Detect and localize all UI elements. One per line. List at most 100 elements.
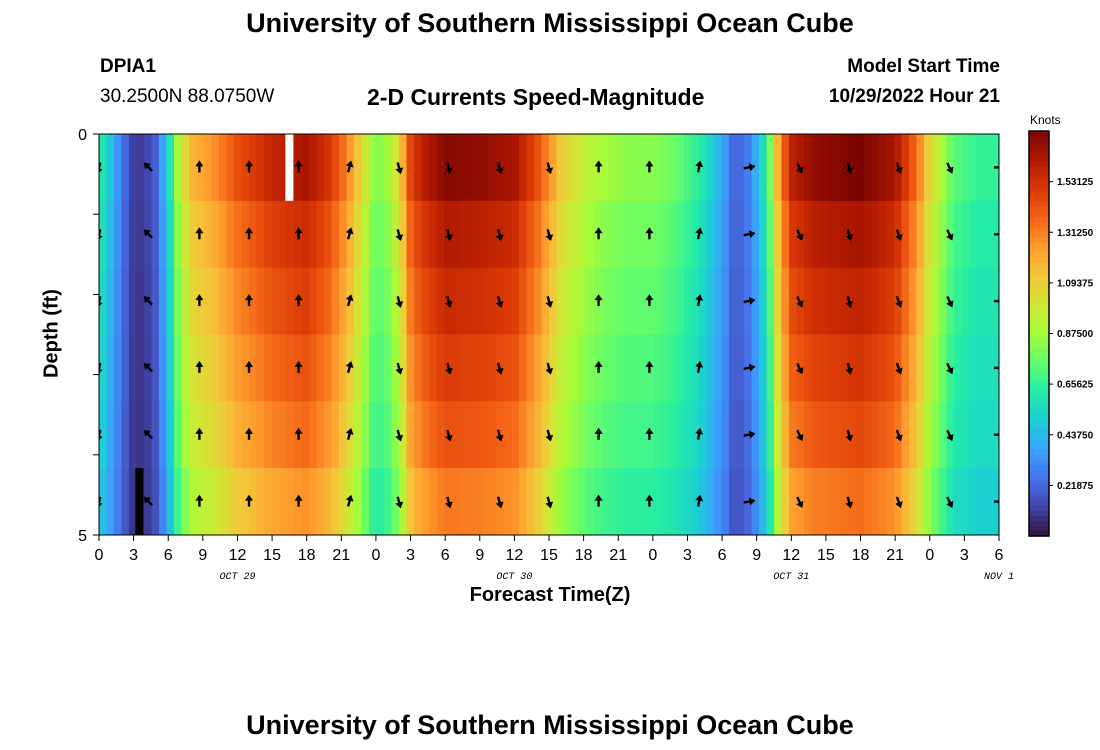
colorbar-segment [1029,171,1049,178]
heatmap-cell [234,401,243,469]
heatmap-cell [691,401,700,469]
heatmap-cell [601,334,610,402]
heatmap-cell [106,134,115,202]
current-arrow [395,162,404,175]
heatmap-cell [654,200,663,269]
x-tick-label: 3 [683,547,692,564]
heatmap-cell [871,334,880,402]
colorbar-segment [1029,419,1049,426]
heatmap-cell [631,401,640,469]
colorbar-segment [1029,485,1049,492]
heatmap-cell [706,267,715,336]
heatmap-cell [324,401,333,469]
current-arrow [294,294,303,307]
heatmap-cell [399,267,408,336]
heatmap-cell [406,334,415,402]
heatmap-cell [556,200,565,269]
colorbar-segment [1029,358,1049,365]
heatmap-cell [309,200,318,269]
heatmap-cell [661,334,670,402]
colorbar-segment [1029,505,1049,512]
heatmap-cell [969,468,978,535]
heatmap-cell [556,468,565,535]
heatmap-cell [969,267,978,336]
heatmap-cell [324,200,333,269]
model-start-value: 10/29/2022 Hour 21 [828,86,1000,107]
heatmap-cell [279,134,288,202]
current-arrow [695,494,704,507]
heatmap-cell [759,468,768,535]
heatmap-cell [706,200,715,269]
heatmap-cell [961,267,970,336]
heatmap-cell [826,334,835,402]
heatmap-cell [781,200,790,269]
heatmap-cell [766,200,775,269]
current-arrow [796,429,804,442]
heatmap-cell [609,200,618,269]
heatmap-cell [631,468,640,535]
heatmap-cell [354,401,363,469]
heatmap-cell [174,334,183,402]
current-arrow [195,494,204,507]
heatmap-cell [451,267,460,336]
colorbar-segment [1029,384,1049,390]
heatmap-cell [271,134,280,202]
heatmap-cell [616,200,625,269]
colorbar-segment [1029,530,1049,537]
heatmap-cell [414,200,423,269]
heatmap-cell [189,334,198,402]
heatmap-cell [316,334,325,402]
heatmap-cell [391,401,400,469]
heatmap-cell [406,200,415,269]
heatmap-cell [519,200,528,269]
heatmap-cell [849,200,858,269]
heatmap-cell [564,134,573,202]
x-tick-label: 0 [648,547,657,564]
heatmap-cell [871,468,880,535]
station-coordinates: 30.2500N 88.0750W [100,86,275,107]
heatmap-cell [354,134,363,202]
current-arrow [796,496,804,508]
heatmap-cell [339,468,348,535]
heatmap-cell [316,134,325,202]
current-arrow [195,294,204,307]
colorbar-segment [1029,363,1049,370]
current-arrow [495,429,504,442]
current-arrow [195,160,204,173]
colorbar-segment [1029,287,1049,294]
current-arrow [245,160,253,173]
colorbar-segment [1029,338,1049,345]
heatmap-cell [616,267,625,336]
heatmap-cell [136,401,145,469]
heatmap-cell [676,134,685,202]
colorbar-segment [1029,141,1049,147]
heatmap-cell [136,267,145,336]
heatmap-cell [391,267,400,336]
heatmap-cell [639,334,648,402]
heatmap-cell [729,334,738,402]
heatmap-cell [886,334,895,402]
current-arrow [245,494,253,507]
heatmap-cell [226,468,235,535]
heatmap-cell [564,401,573,469]
heatmap-cell [526,267,535,336]
current-arrow [345,494,354,507]
heatmap-cell [804,401,813,469]
heatmap-cell [211,468,220,535]
heatmap-cell [691,134,700,202]
heatmap-cell [916,134,925,202]
heatmap-cell [474,134,483,202]
heatmap-cell [526,401,535,469]
heatmap-cell [984,134,993,202]
heatmap-cell [961,134,970,202]
heatmap-cell [624,468,633,535]
heatmap-cell [301,134,310,202]
colorbar-segment [1029,379,1049,385]
heatmap-cell [174,134,183,202]
heatmap-cell [256,200,265,269]
current-arrow [743,497,756,506]
heatmap-cell [511,134,520,202]
heatmap-cell [661,401,670,469]
heatmap-cell [706,334,715,402]
heatmap-cell [924,267,933,336]
